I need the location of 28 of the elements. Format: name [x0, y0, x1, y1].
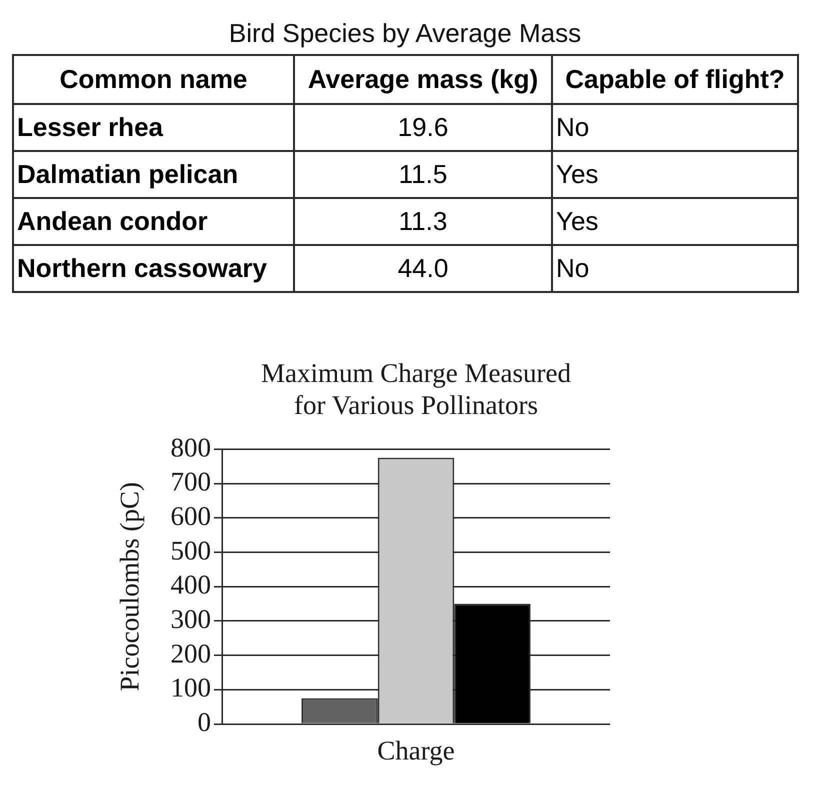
- y-tick-label: 500: [170, 535, 211, 566]
- text: 11.5: [398, 159, 448, 189]
- y-tick-label: 100: [170, 672, 211, 703]
- text: Dalmatian pelican: [17, 159, 238, 189]
- text: Yes: [556, 206, 598, 236]
- y-tick-label: 0: [198, 707, 211, 738]
- y-tick-label: 600: [170, 500, 211, 531]
- text: Lesser rhea: [17, 112, 163, 142]
- text: 44.0: [398, 253, 448, 283]
- text: Yes: [556, 159, 598, 189]
- text: No: [556, 112, 590, 142]
- y-tick-label: 400: [170, 570, 211, 600]
- text: Northern cassowary: [17, 253, 267, 283]
- category-label: Capable of flight?: [552, 55, 798, 104]
- y-axis-title: Picocoulombs (pC): [114, 482, 144, 692]
- y-tick-label: 700: [170, 466, 211, 497]
- y-tick-label: 200: [170, 638, 211, 668]
- y-tick-label: 800: [170, 432, 211, 462]
- text: 19.6: [398, 112, 448, 142]
- text: Bird Species by Average Mass: [228, 17, 582, 50]
- chart-title: Maximum Charge Measured for Various Pollinators: [260, 357, 572, 421]
- x-tick-label: Charge: [377, 735, 455, 766]
- text: 11.3: [398, 206, 448, 236]
- category-label: Average mass (kg): [294, 55, 552, 104]
- text: No: [556, 253, 590, 283]
- y-tick-label: 300: [170, 604, 211, 634]
- category-label: Common name: [13, 55, 294, 104]
- text: Andean condor: [17, 206, 208, 236]
